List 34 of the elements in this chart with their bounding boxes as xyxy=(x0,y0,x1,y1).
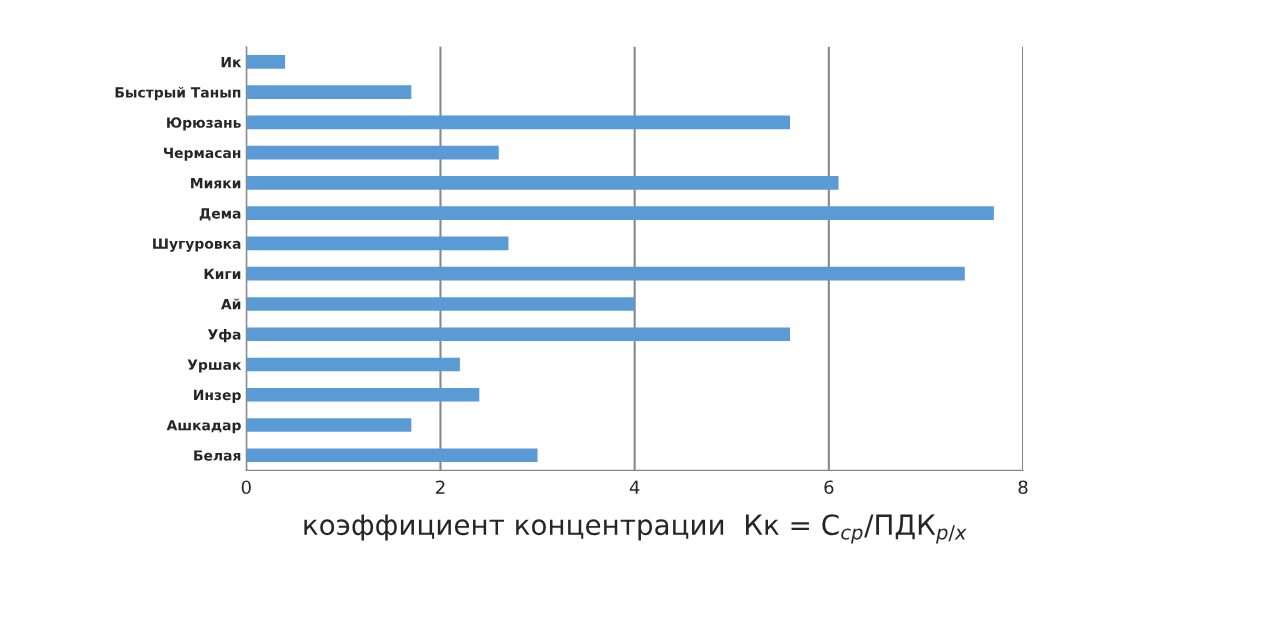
y-tick-label: Чермасан xyxy=(164,147,241,161)
bar xyxy=(246,327,791,341)
x-axis-title: коэффициент концентрации Кк = C$_{ср}$/ПДК$_{р/х}$ xyxy=(304,514,967,544)
bar xyxy=(246,357,460,372)
y-tick-label: Уфа xyxy=(207,328,241,343)
y-tick-label: Быстрый Танып xyxy=(115,86,241,101)
y-tick-label: Киги xyxy=(204,268,241,279)
y-tick-label: Дема xyxy=(199,208,241,221)
x-tick-label: 8 xyxy=(1018,480,1028,495)
bar xyxy=(246,418,412,432)
x-tick-label: 4 xyxy=(629,480,640,494)
y-tick-label: Инзер xyxy=(194,389,241,403)
y-tick-label: Шугуровка xyxy=(153,238,241,252)
bar xyxy=(246,236,509,251)
bar xyxy=(246,176,839,190)
bar xyxy=(246,266,965,281)
bar xyxy=(246,55,286,69)
bar xyxy=(246,297,635,311)
y-tick-label: Ик xyxy=(221,57,242,68)
y-tick-label: Мияки xyxy=(191,178,241,189)
y-tick-label: Белая xyxy=(194,450,241,461)
y-tick-label: Юрюзань xyxy=(167,117,241,131)
bar xyxy=(246,145,499,160)
x-tick-label: 6 xyxy=(824,480,834,495)
bar xyxy=(246,115,791,130)
y-tick-label: Уршак xyxy=(187,359,242,373)
y-tick-label: Ай xyxy=(221,298,241,310)
bar xyxy=(246,85,412,99)
x-tick-label: 2 xyxy=(436,480,445,494)
bar xyxy=(246,448,538,463)
bar xyxy=(246,387,480,402)
bar xyxy=(246,206,994,220)
y-tick-label: Ашкадар xyxy=(166,420,241,434)
x-tick-label: 0 xyxy=(241,480,251,495)
